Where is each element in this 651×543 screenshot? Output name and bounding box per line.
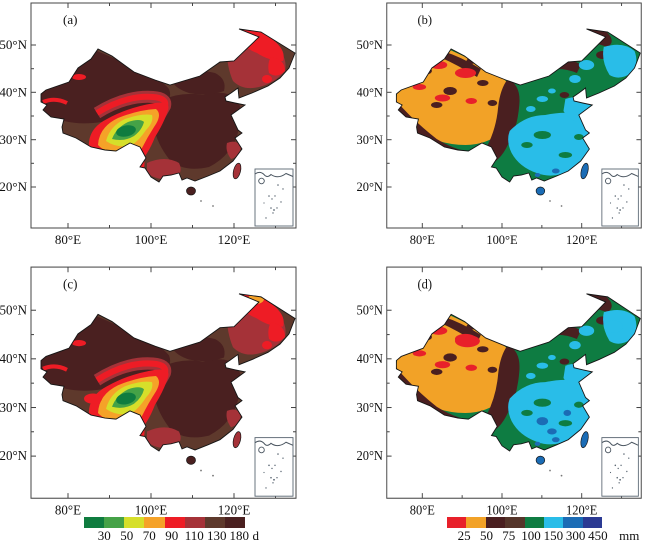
cbar-mm-tick: 100 [521,528,541,543]
panel-a-label: (a) [63,12,77,27]
ne-cyan-patch [603,320,623,333]
cbar-days-tick: 110 [184,528,204,543]
colorbar-days-cell [224,517,245,528]
colorbar-mm-cell [485,517,506,528]
cbar-mm-tick: 450 [588,528,608,543]
colorbar-days-labels: 30 50 70 90 110 130 180 d [84,529,259,543]
cbar-days-tick: 90 [165,528,179,543]
hainan-island [535,455,546,465]
ytick-30n: 30°N [357,133,383,147]
ytick-50n: 50°N [357,38,383,52]
xtick-80e: 80°E [55,232,81,247]
ytick-20n: 20°N [0,179,28,194]
ytick-40n: 40°N [0,351,27,366]
xtick-100e: 100°E [135,232,168,247]
colorbar-mm-cell [543,517,564,528]
colorbar-mm-cell [447,517,467,528]
hainan-island [186,455,196,465]
sw-red-patch [84,393,102,404]
cbar-days-tick: 50 [120,528,134,543]
colorbar-mm-cell [505,517,525,528]
hainan-island [186,186,196,196]
panel-c: (c) 50°N 40°N 30°N 20°N 80°E 100°E 120°E [0,266,297,518]
nw-red-patch-large [454,334,480,348]
xtick-100e: 100°E [486,233,518,247]
hainan-island [535,186,546,196]
colorbar-days-cell [124,517,145,528]
ytick-40n: 40°N [0,85,28,100]
panel-b-label: (b) [417,13,432,27]
ytick-20n: 20°N [357,180,383,194]
cbar-days-tick: 30 [97,528,111,543]
xtick-120e: 120°E [566,502,597,517]
colorbar-days-cell [144,517,165,528]
panel-c-label: (c) [63,276,77,291]
cbar-days-tick: 70 [142,528,156,543]
colorbar-mm-cell [524,517,544,528]
cbar-days-tick: 130 [207,528,227,543]
ytick-30n: 30°N [0,132,28,147]
cbar-mm-tick: 50 [479,528,493,543]
panel-a: (a) 50°N 40°N 30°N 20°N 80°E 100°E 120°E [0,2,297,247]
cbar-mm-tick: 300 [565,528,586,543]
cbar-mm-tick: 150 [543,528,564,543]
xtick-120e: 120°E [566,233,598,247]
colorbar-days-cell [204,517,225,528]
panel-d: (d) 50°N 40°N 30°N 20°N 80°E 100°E 120°E [357,266,642,518]
xtick-80e: 80°E [55,503,81,518]
cbar-mm-unit: mm [619,528,640,543]
panel-b: (b) 50°N 40°N 30°N 20°N 80°E 100°E 120°E [357,2,642,247]
xtick-80e: 80°E [410,233,435,247]
taiwan-island [232,162,242,180]
colorbar-days [84,517,245,528]
ytick-40n: 40°N [357,85,383,99]
colorbar-mm-cell [563,517,583,528]
cbar-mm-tick: 75 [502,528,516,543]
colorbar-days-cell [164,517,185,528]
colorbar-mm [447,517,602,528]
colorbar-mm-cell [582,517,602,528]
xtick-100e: 100°E [135,503,168,518]
taiwan-island [580,162,589,180]
ytick-20n: 20°N [0,448,27,463]
xtick-120e: 120°E [218,232,251,247]
colorbar-mm-labels: 25 50 75 100 150 300 450 mm [447,528,640,543]
colorbar-days-cell [104,517,125,528]
cbar-mm-tick: 25 [457,528,471,543]
ytick-50n: 50°N [357,302,384,317]
colorbar-days-cell [184,517,205,528]
xtick-80e: 80°E [410,502,435,517]
panel-d-label: (d) [417,276,432,291]
cbar-days-unit: d [252,528,260,543]
colorbar-mm-cell [466,517,486,528]
ytick-50n: 50°N [0,37,28,52]
xtick-120e: 120°E [218,503,251,518]
ytick-20n: 20°N [357,448,384,463]
taiwan-island [232,431,242,449]
xtick-100e: 100°E [486,502,517,517]
cbar-days-tick: 180 [229,528,250,543]
colorbar-days-cell [84,517,105,528]
blue-spot-3 [563,409,572,417]
blue-spot-1 [536,417,549,426]
blue-spot-2 [547,428,557,435]
ytick-30n: 30°N [0,400,27,415]
ytick-30n: 30°N [357,400,384,415]
taiwan-island [580,431,589,449]
ytick-40n: 40°N [357,351,384,366]
ytick-50n: 50°N [0,302,27,317]
